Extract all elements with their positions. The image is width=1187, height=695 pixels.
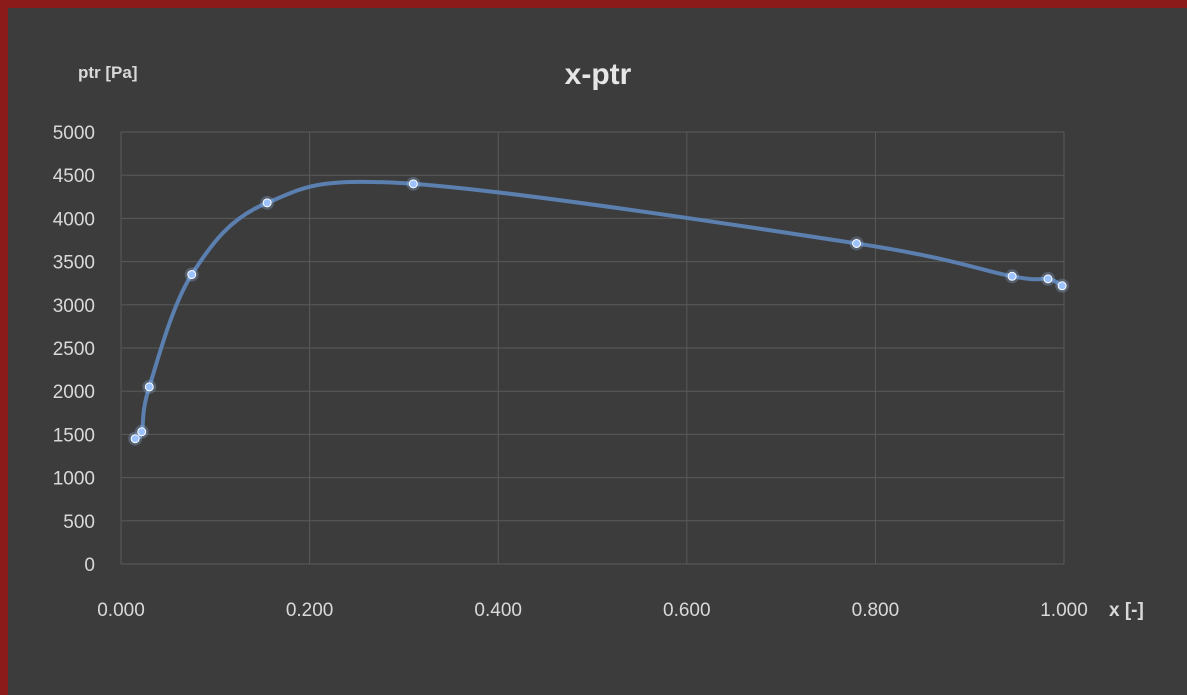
series-layer bbox=[133, 179, 1064, 441]
y-tick-label: 0 bbox=[84, 555, 95, 576]
data-point bbox=[1043, 274, 1053, 284]
x-axis-title: x [-] bbox=[1109, 600, 1144, 621]
y-tick-label: 2000 bbox=[53, 382, 95, 403]
x-tick-label: 0.400 bbox=[474, 600, 522, 621]
y-tick-label: 1500 bbox=[53, 425, 95, 446]
x-tick-label: 0.000 bbox=[97, 600, 145, 621]
chart-canvas: 0 500 1000 1500 2000 2500 3000 3500 4000 4500 5000… bbox=[53, 58, 1144, 621]
tick-labels: 0 500 1000 1500 2000 2500 3000 3500 4000 4500 5000… bbox=[53, 123, 1088, 621]
data-point bbox=[262, 198, 272, 208]
y-axis-title: ptr [Pa] bbox=[78, 63, 138, 82]
x-tick-label: 0.600 bbox=[663, 600, 711, 621]
y-tick-label: 1000 bbox=[53, 469, 95, 490]
data-point bbox=[144, 382, 154, 392]
chart-area: 0 500 1000 1500 2000 2500 3000 3500 4000 4500 5000… bbox=[8, 8, 1187, 695]
data-point bbox=[130, 434, 140, 444]
y-tick-label: 4500 bbox=[53, 166, 95, 187]
data-point bbox=[1057, 281, 1067, 291]
gridlines bbox=[120, 131, 1065, 565]
x-tick-label: 0.200 bbox=[286, 600, 334, 621]
data-point bbox=[1007, 271, 1017, 281]
y-tick-label: 3500 bbox=[53, 253, 95, 274]
y-tick-label: 500 bbox=[63, 512, 95, 533]
x-tick-label: 1.000 bbox=[1040, 600, 1088, 621]
data-point bbox=[187, 270, 197, 280]
y-tick-label: 4000 bbox=[53, 209, 95, 230]
y-tick-label: 5000 bbox=[53, 123, 95, 144]
y-tick-label: 2500 bbox=[53, 339, 95, 360]
data-point bbox=[408, 179, 418, 189]
y-tick-label: 3000 bbox=[53, 296, 95, 317]
series-line bbox=[133, 179, 1064, 441]
data-point bbox=[852, 238, 862, 248]
markers bbox=[128, 176, 1070, 446]
chart-title: x-ptr bbox=[565, 58, 632, 91]
data-point bbox=[137, 427, 147, 437]
x-tick-label: 0.800 bbox=[852, 600, 900, 621]
